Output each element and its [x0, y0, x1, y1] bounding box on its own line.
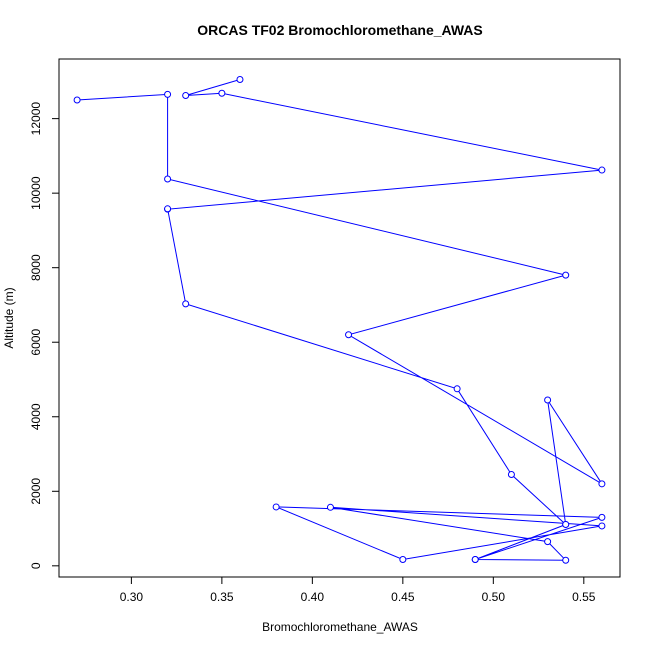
y-tick-label: 8000 [29, 254, 43, 281]
x-tick-label: 0.35 [210, 590, 234, 604]
data-point [598, 480, 606, 488]
y-axis-label: Altitude (m) [2, 287, 16, 348]
x-tick-label: 0.50 [482, 590, 506, 604]
series-line [77, 79, 603, 561]
data-point [182, 92, 190, 100]
data-point [507, 471, 515, 479]
chart-title: ORCAS TF02 Bromochloromethane_AWAS [197, 22, 483, 38]
data-point [326, 503, 334, 511]
data-point [182, 300, 190, 308]
data-point [544, 396, 552, 404]
x-tick-label: 0.40 [301, 590, 325, 604]
data-point [236, 75, 244, 83]
x-tick-label: 0.55 [572, 590, 596, 604]
y-tick-label: 6000 [29, 329, 43, 356]
y-axis: 0 2000 4000 6000 8000 10000 12000 [29, 102, 60, 569]
data-point [164, 175, 172, 183]
y-tick-label: 2000 [29, 478, 43, 505]
y-tick-label: 12000 [29, 102, 43, 136]
data-point [453, 385, 461, 393]
x-tick-label: 0.45 [391, 590, 415, 604]
data-point [164, 90, 172, 98]
data-point [598, 522, 606, 530]
plot-frame [58, 58, 621, 578]
y-tick-label: 10000 [29, 176, 43, 210]
data-point [399, 555, 407, 563]
data-point [272, 503, 280, 511]
x-axis: 0.30 0.35 0.40 0.45 0.50 0.55 [120, 576, 596, 604]
data-point [345, 331, 353, 339]
data-point [598, 166, 606, 174]
series-layer [73, 75, 606, 564]
data-point [471, 555, 479, 563]
data-point [562, 271, 570, 279]
data-point [218, 89, 226, 97]
data-point [562, 520, 570, 528]
x-tick-label: 0.30 [120, 590, 144, 604]
data-point [598, 513, 606, 521]
data-point [73, 96, 81, 104]
y-tick-label: 4000 [29, 403, 43, 430]
data-point [562, 556, 570, 564]
x-axis-label: Bromochloromethane_AWAS [262, 620, 418, 634]
data-point [164, 205, 172, 213]
data-point [544, 538, 552, 546]
y-tick-label: 0 [29, 562, 43, 569]
